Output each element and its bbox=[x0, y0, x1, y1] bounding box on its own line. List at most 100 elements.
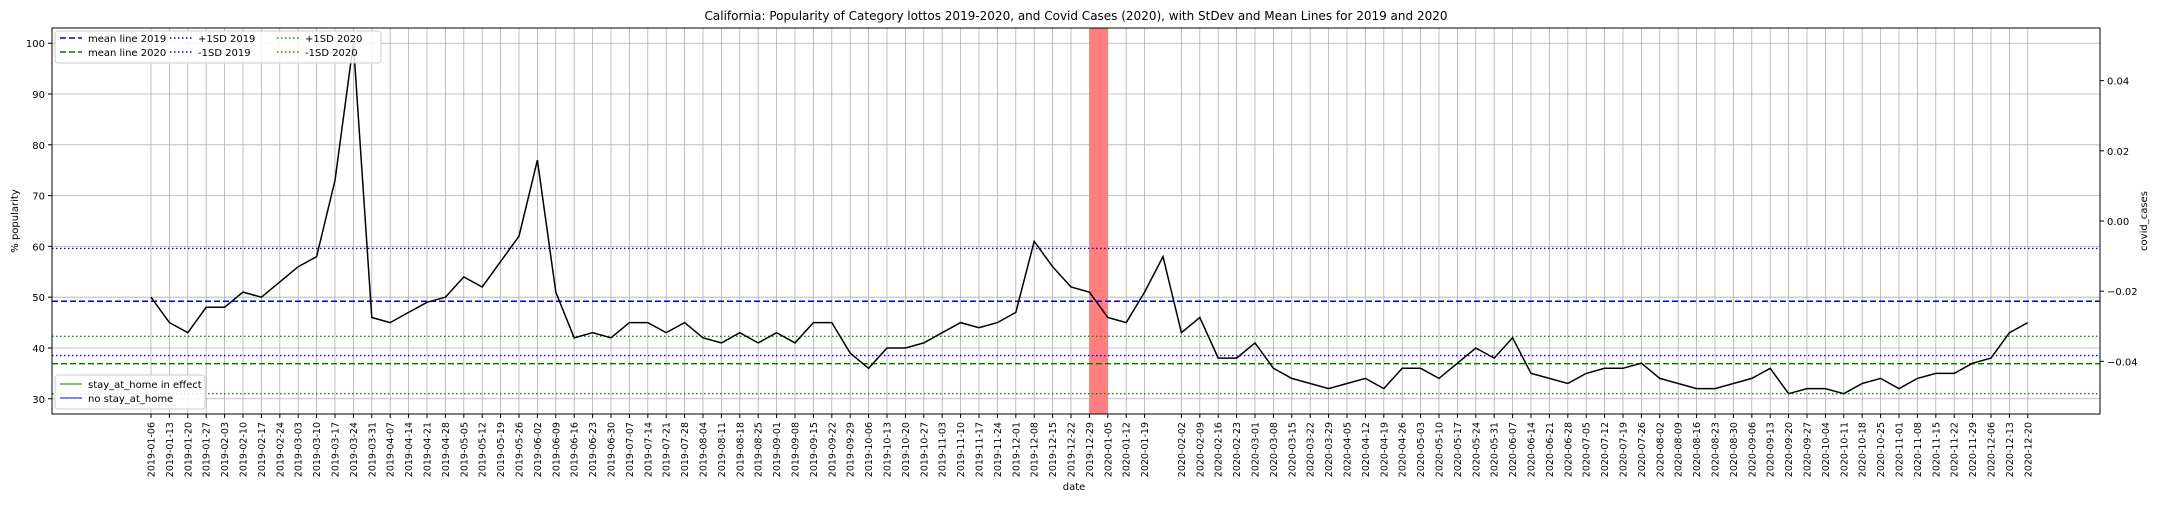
y2-tick-label: 0.02 bbox=[2107, 147, 2129, 158]
y2-tick-label: 0.00 bbox=[2107, 217, 2129, 228]
x-tick-label: 2019-04-07 bbox=[386, 422, 397, 477]
x-tick-label: 2020-04-05 bbox=[1343, 422, 1354, 477]
x-tick-label: 2019-04-14 bbox=[404, 422, 415, 477]
legend-label: stay_at_home in effect bbox=[88, 380, 202, 391]
x-tick-label: 2019-08-25 bbox=[754, 422, 765, 477]
x-tick-label: 2019-03-31 bbox=[367, 422, 378, 477]
x-tick-label: 2020-05-31 bbox=[1490, 422, 1501, 477]
x-tick-label: 2019-01-06 bbox=[147, 422, 158, 477]
x-tick-label: 2019-09-15 bbox=[809, 422, 820, 477]
x-tick-label: 2019-09-08 bbox=[791, 422, 802, 477]
x-tick-label: 2019-02-17 bbox=[257, 422, 268, 477]
x-tick-label: 2019-11-24 bbox=[993, 422, 1004, 477]
legend-label: +1SD 2019 bbox=[198, 34, 255, 45]
x-tick-label: 2020-04-26 bbox=[1398, 422, 1409, 477]
x-tick-label: 2020-08-16 bbox=[1692, 422, 1703, 477]
x-tick-label: 2020-05-17 bbox=[1453, 422, 1464, 477]
x-tick-label: 2020-11-29 bbox=[1968, 422, 1979, 477]
x-tick-label: 2019-11-03 bbox=[938, 422, 949, 477]
x-tick-label: 2019-01-27 bbox=[202, 422, 213, 477]
x-tick-label: 2020-08-02 bbox=[1655, 422, 1666, 477]
x-tick-label: 2020-07-05 bbox=[1582, 422, 1593, 477]
x-tick-label: 2020-04-19 bbox=[1379, 422, 1390, 477]
x-tick-label: 2019-09-29 bbox=[846, 422, 857, 477]
x-tick-label: 2020-05-03 bbox=[1416, 422, 1427, 477]
x-tick-label: 2020-06-14 bbox=[1527, 422, 1538, 477]
x-tick-label: 2019-10-13 bbox=[883, 422, 894, 477]
x-tick-label: 2019-08-04 bbox=[699, 422, 710, 477]
y2-tick-label: −0.02 bbox=[2107, 287, 2138, 298]
highlight-band bbox=[1089, 28, 1108, 414]
x-tick-label: 2019-08-11 bbox=[717, 422, 728, 477]
x-tick-label: 2019-06-30 bbox=[607, 422, 618, 477]
y-tick-label: 40 bbox=[32, 344, 45, 355]
legend-label: no stay_at_home bbox=[88, 394, 173, 405]
x-tick-label: 2019-11-10 bbox=[956, 422, 967, 477]
x-axis-label: date bbox=[1063, 482, 1086, 493]
x-tick-label: 2019-07-14 bbox=[643, 422, 654, 477]
x-tick-label: 2020-03-15 bbox=[1287, 422, 1298, 477]
legend-label: +1SD 2020 bbox=[305, 34, 362, 45]
legend-label: mean line 2020 bbox=[88, 48, 166, 59]
x-tick-label: 2020-07-12 bbox=[1600, 422, 1611, 477]
x-tick-label: 2019-10-20 bbox=[901, 422, 912, 477]
x-tick-label: 2020-05-10 bbox=[1435, 422, 1446, 477]
x-tick-label: 2020-08-30 bbox=[1729, 422, 1740, 477]
x-tick-label: 2020-10-18 bbox=[1858, 422, 1869, 477]
x-tick-label: 2019-07-07 bbox=[625, 422, 636, 477]
x-tick-label: 2019-03-24 bbox=[349, 422, 360, 477]
legend-top-box bbox=[54, 30, 382, 64]
x-tick-label: 2020-02-02 bbox=[1177, 422, 1188, 477]
x-tick-label: 2020-06-21 bbox=[1545, 422, 1556, 477]
x-tick-label: 2019-06-09 bbox=[551, 422, 562, 477]
x-tick-label: 2019-12-15 bbox=[1048, 422, 1059, 477]
x-tick-label: 2020-01-12 bbox=[1122, 422, 1133, 477]
x-tick-label: 2020-02-23 bbox=[1232, 422, 1243, 477]
x-tick-label: 2020-06-28 bbox=[1563, 422, 1574, 477]
x-tick-label: 2020-11-22 bbox=[1950, 422, 1961, 477]
x-tick-label: 2020-04-12 bbox=[1361, 422, 1372, 477]
x-tick-label: 2020-12-06 bbox=[1987, 422, 1998, 477]
x-tick-label: 2019-05-05 bbox=[459, 422, 470, 477]
x-tick-label: 2019-10-06 bbox=[864, 422, 875, 477]
legend-label: mean line 2019 bbox=[88, 34, 166, 45]
x-tick-label: 2019-03-03 bbox=[294, 422, 305, 477]
legend-bottom-box bbox=[54, 374, 206, 410]
x-tick-label: 2019-01-13 bbox=[165, 422, 176, 477]
chart-title: California: Popularity of Category lotto… bbox=[705, 9, 1448, 23]
y-tick-label: 50 bbox=[32, 293, 45, 304]
x-tick-label: 2020-11-01 bbox=[1895, 422, 1906, 477]
x-tick-label: 2019-08-18 bbox=[735, 422, 746, 477]
x-tick-label: 2019-02-24 bbox=[275, 422, 286, 477]
x-tick-label: 2020-12-13 bbox=[2005, 422, 2016, 477]
x-tick-label: 2020-09-20 bbox=[1784, 422, 1795, 477]
x-tick-label: 2019-03-17 bbox=[331, 422, 342, 477]
x-tick-label: 2019-10-27 bbox=[919, 422, 930, 477]
x-tick-label: 2019-01-20 bbox=[183, 422, 194, 477]
x-tick-label: 2019-02-03 bbox=[220, 422, 231, 477]
x-tick-label: 2019-04-28 bbox=[441, 422, 452, 477]
x-tick-label: 2020-10-04 bbox=[1821, 422, 1832, 477]
x-tick-label: 2019-05-12 bbox=[478, 422, 489, 477]
x-tick-label: 2019-05-19 bbox=[496, 422, 507, 477]
y-axis-label: % popularity bbox=[10, 189, 21, 253]
x-tick-label: 2020-07-26 bbox=[1637, 422, 1648, 477]
x-tick-label: 2019-12-01 bbox=[1011, 422, 1022, 477]
series-line bbox=[150, 43, 2029, 395]
y-tick-label: 100 bbox=[26, 39, 45, 50]
x-tick-label: 2020-11-08 bbox=[1913, 422, 1924, 477]
x-tick-label: 2020-08-23 bbox=[1711, 422, 1722, 477]
y-tick-label: 80 bbox=[32, 141, 45, 152]
x-tick-label: 2019-11-17 bbox=[975, 422, 986, 477]
x-tick-label: 2020-03-22 bbox=[1306, 422, 1317, 477]
x-tick-label: 2020-02-16 bbox=[1214, 422, 1225, 477]
legend-label: -1SD 2020 bbox=[305, 48, 358, 59]
x-tick-label: 2020-02-09 bbox=[1195, 422, 1206, 477]
y2-tick-label: −0.04 bbox=[2107, 357, 2138, 368]
x-tick-label: 2020-09-13 bbox=[1766, 422, 1777, 477]
x-tick-label: 2019-07-28 bbox=[680, 422, 691, 477]
x-tick-label: 2020-01-19 bbox=[1140, 422, 1151, 477]
y-tick-label: 60 bbox=[32, 242, 45, 253]
y-tick-label: 70 bbox=[32, 192, 45, 203]
